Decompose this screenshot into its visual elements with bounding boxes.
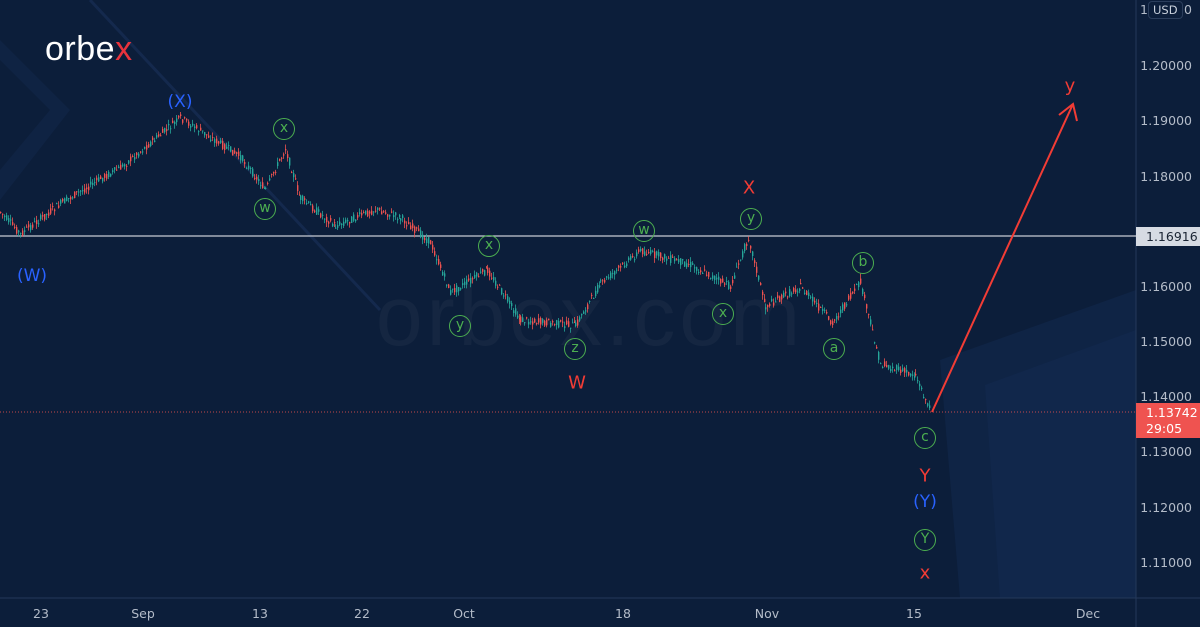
wave-label[interactable]: (W) (16, 266, 48, 286)
last-price-tag: 1.13742 29:05 (1136, 403, 1200, 438)
wave-label[interactable]: b (852, 252, 874, 274)
wave-label[interactable]: y (449, 315, 471, 337)
wave-label[interactable]: (X) (167, 92, 193, 112)
wave-label[interactable]: x (919, 562, 931, 584)
price-tick-partial-end: 0 (1184, 2, 1192, 17)
price-tick: 1.16000 (1140, 279, 1192, 294)
horizontal-level-price-tag: 1.16916 (1136, 227, 1200, 246)
wave-label[interactable]: z (564, 338, 586, 360)
price-tick: 1.19000 (1140, 113, 1192, 128)
wave-label[interactable]: X (742, 177, 756, 199)
wave-label[interactable]: w (254, 198, 276, 220)
wave-label[interactable]: x (478, 235, 500, 257)
bg-chevron-left (0, 40, 70, 200)
price-tick: 1.13000 (1140, 444, 1192, 459)
watermark: orbex.com (376, 269, 804, 363)
time-tick: 23 (33, 606, 49, 621)
wave-label[interactable]: w (633, 220, 655, 242)
time-tick: Dec (1075, 606, 1101, 621)
wave-label[interactable]: (Y) (913, 492, 937, 512)
currency-badge[interactable]: USD (1148, 1, 1183, 19)
price-tick: 1.20000 (1140, 58, 1192, 73)
price-axis[interactable]: 1.20000 1.19000 1.18000 1.16000 1.15000 1.140… (1136, 0, 1200, 598)
price-tick: 1.11000 (1140, 555, 1192, 570)
wave-label[interactable]: c (914, 427, 936, 449)
price-tick: 1.12000 (1140, 500, 1192, 515)
time-tick: 22 (354, 606, 370, 621)
candlestick-series (0, 111, 931, 411)
wave-label[interactable]: Y (914, 529, 936, 551)
candle-countdown: 29:05 (1146, 421, 1183, 436)
price-tick: 1.18000 (1140, 169, 1192, 184)
wave-label[interactable]: Y (919, 465, 931, 487)
time-axis[interactable]: 23 Sep 13 22 Oct 18 Nov 15 Dec (0, 598, 1136, 627)
wave-label[interactable]: y (740, 208, 762, 230)
price-tick: 1.14000 (1140, 389, 1192, 404)
wave-label[interactable]: y (1064, 75, 1076, 97)
last-price-value: 1.13742 (1146, 405, 1198, 420)
time-tick: 15 (906, 606, 922, 621)
logo-text: orbe (45, 30, 116, 68)
time-tick: 18 (615, 606, 631, 621)
logo-accent: x (115, 30, 133, 68)
bg-chevron-right-inner (985, 330, 1136, 598)
bg-diag-line (88, 0, 382, 312)
wave-label[interactable]: a (823, 338, 845, 360)
wave-label[interactable]: x (712, 303, 734, 325)
wave-label[interactable]: x (273, 118, 295, 140)
time-tick: Sep (131, 606, 155, 621)
projection-arrow[interactable] (931, 102, 1078, 413)
wave-label[interactable]: W (568, 372, 586, 394)
time-tick: Nov (754, 606, 780, 621)
time-tick: Oct (453, 606, 475, 621)
price-tick-partial: 1 (1140, 2, 1148, 17)
orbex-logo: orbex (45, 30, 133, 69)
price-tick: 1.15000 (1140, 334, 1192, 349)
time-tick: 13 (252, 606, 268, 621)
